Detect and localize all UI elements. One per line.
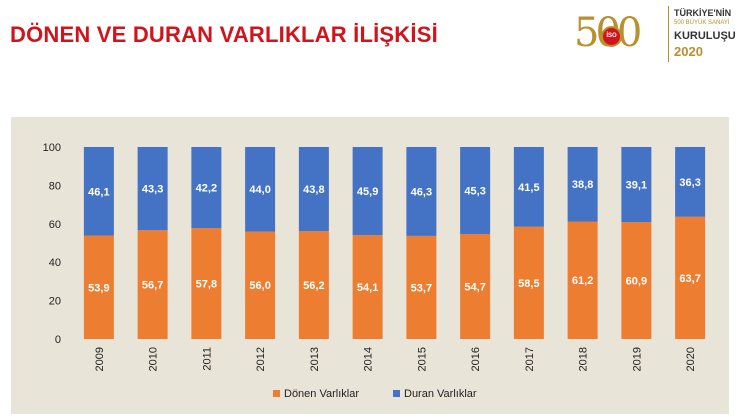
bar-segment [83,147,114,236]
bar-segment [460,233,491,339]
data-label: 53,7 [411,282,432,294]
data-label: 44,0 [249,184,270,196]
y-tick-label: 40 [49,257,61,269]
data-label: 53,9 [88,282,109,294]
data-label: 56,0 [249,280,270,292]
bar-segment [621,147,652,223]
data-label: 36,3 [679,177,700,189]
bar-segment [191,228,222,339]
bar-segment [621,222,652,339]
data-label: 45,9 [357,186,378,198]
legend-swatch [393,390,400,397]
bar-segment [352,235,383,339]
data-label: 56,2 [303,280,324,292]
bar-segment [460,147,491,234]
bar-segment [352,147,383,236]
x-tick-label: 2018 [578,347,590,371]
bar-segment [567,221,598,339]
bar-segment [675,216,706,339]
logo: 500 İSO TÜRKİYE'NİN 500 BÜYÜK SANAYİ KUR… [574,4,736,62]
data-label: 45,3 [464,185,485,197]
data-label: 46,1 [88,186,109,198]
x-tick-label: 2013 [309,347,321,371]
legend-label: Duran Varlıklar [404,388,477,400]
data-label: 63,7 [679,273,700,285]
legend-label: Dönen Varlıklar [284,388,359,400]
stacked-bar-chart: 0 20 40 60 80 100 53,9 46,1 2009 56,7 43,3 2010 57,8… [43,142,706,400]
y-tick-label: 0 [55,334,61,346]
x-tick-label: 2020 [685,347,697,371]
x-tick-label: 2019 [631,347,643,371]
x-tick-label: 2017 [524,347,536,371]
x-tick-label: 2012 [255,347,267,371]
data-label: 43,3 [142,184,163,196]
logo-badge-icon: İSO [601,26,622,47]
chart-area: 0 20 40 60 80 100 53,9 46,1 2009 56,7 43,3 2010 57,8… [11,117,729,414]
data-label: 58,5 [518,278,539,290]
bar-segment [298,147,329,232]
bar-segment [245,231,276,339]
logo-line-1: TÜRKİYE'NİN [674,8,732,18]
data-label: 61,2 [572,275,593,287]
bar-segment [137,147,168,231]
data-label: 54,7 [464,281,485,293]
bar-segment [406,235,437,339]
y-tick-label: 80 [49,180,61,192]
logo-divider [668,6,669,62]
data-label: 60,9 [626,276,647,288]
bar-segment [137,230,168,339]
x-tick-label: 2011 [201,347,213,371]
bar-segment [191,147,222,229]
bar-segment [675,147,706,217]
data-label: 38,8 [572,179,593,191]
bar-segment [513,147,544,227]
logo-year: 2020 [674,44,703,59]
x-tick-label: 2015 [416,347,428,371]
y-tick-label: 20 [49,296,61,308]
data-label: 56,7 [142,280,163,292]
x-tick-label: 2010 [148,347,160,371]
data-label: 54,1 [357,282,378,294]
bar-segment [567,147,598,222]
page-title: DÖNEN VE DURAN VARLIKLAR İLİŞKİSİ [10,22,438,47]
bar-segment [513,226,544,339]
bar-segment [83,235,114,339]
logo-line-3: KURULUŞU [674,30,736,42]
data-label: 46,3 [411,186,432,198]
x-tick-label: 2016 [470,347,482,371]
legend-swatch [273,390,280,397]
data-label: 57,8 [196,279,217,291]
data-label: 41,5 [518,182,539,194]
bar-segment [298,231,329,339]
data-label: 39,1 [626,180,647,192]
bar-segment [245,147,276,232]
bar-segment [406,147,437,236]
data-label: 42,2 [196,183,217,195]
logo-line-2: 500 BÜYÜK SANAYİ [674,20,730,26]
x-tick-label: 2009 [94,347,106,371]
y-tick-label: 60 [49,219,61,231]
y-tick-label: 100 [43,142,61,154]
x-tick-label: 2014 [363,347,375,371]
data-label: 43,8 [303,184,324,196]
